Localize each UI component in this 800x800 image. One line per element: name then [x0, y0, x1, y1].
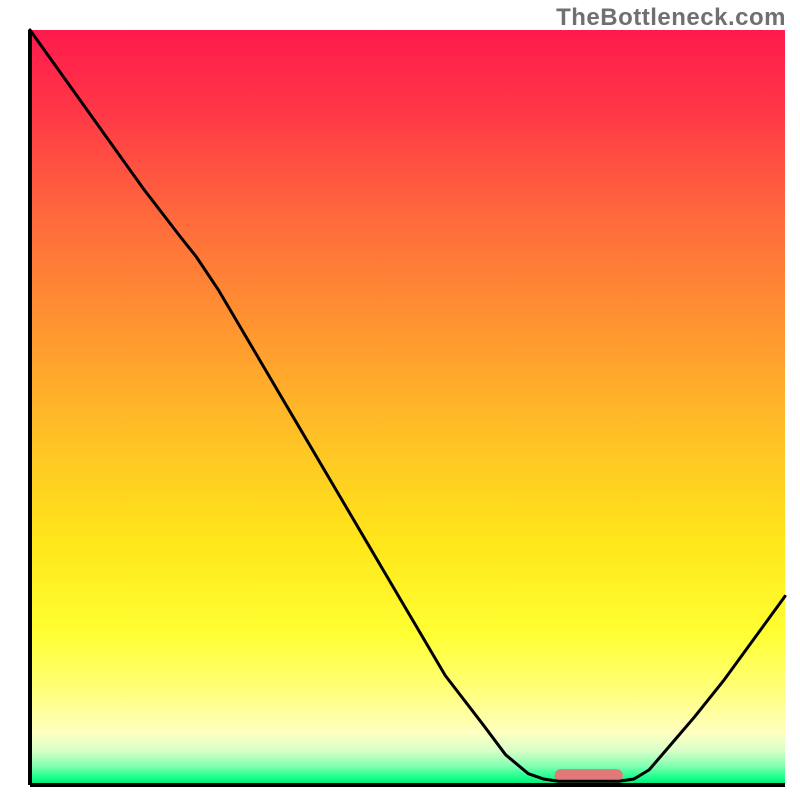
watermark-text: TheBottleneck.com [556, 4, 786, 32]
plot-background [30, 30, 785, 785]
bottleneck-chart [0, 0, 800, 800]
